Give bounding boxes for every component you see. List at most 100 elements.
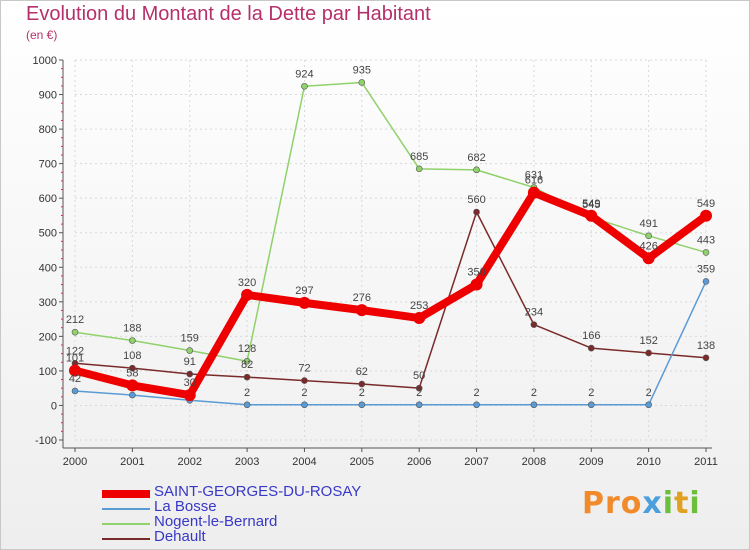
data-point bbox=[645, 401, 652, 409]
data-point bbox=[71, 328, 79, 336]
x-tick-label: 2010 bbox=[636, 456, 660, 468]
data-label: 549 bbox=[582, 198, 600, 210]
data-point bbox=[415, 401, 423, 409]
data-label: 2 bbox=[416, 387, 422, 399]
data-point bbox=[645, 349, 652, 357]
data-label: 350 bbox=[467, 267, 485, 279]
logo-letter: r bbox=[605, 486, 621, 521]
data-label: 2 bbox=[244, 387, 250, 399]
data-label: 188 bbox=[123, 323, 141, 335]
data-point bbox=[126, 379, 139, 392]
y-tick-label: 300 bbox=[39, 297, 57, 309]
legend: SAINT-GEORGES-DU-ROSAY La Bosse Nogent-l… bbox=[102, 484, 422, 544]
data-point bbox=[129, 337, 136, 344]
data-label: 50 bbox=[413, 370, 425, 382]
logo-letter: P bbox=[582, 486, 605, 521]
series-line bbox=[74, 211, 707, 389]
data-point bbox=[186, 370, 194, 378]
data-point bbox=[645, 232, 652, 240]
x-tick-label: 2003 bbox=[235, 456, 259, 468]
data-label: 631 bbox=[525, 169, 543, 181]
legend-label: SAINT-GEORGES-DU-ROSAY bbox=[154, 483, 362, 500]
legend-label: La Bosse bbox=[154, 498, 217, 515]
data-label: 2 bbox=[531, 387, 537, 399]
data-point bbox=[642, 252, 655, 265]
data-label: 62 bbox=[356, 366, 368, 378]
data-point bbox=[301, 82, 308, 90]
data-label: 212 bbox=[66, 314, 84, 326]
data-point bbox=[241, 288, 254, 301]
data-label: 42 bbox=[69, 373, 81, 385]
x-tick-label: 2007 bbox=[464, 456, 488, 468]
logo-letter: i bbox=[662, 486, 675, 521]
x-tick-label: 2001 bbox=[120, 456, 144, 468]
data-label: 616 bbox=[525, 175, 543, 187]
data-label: 682 bbox=[467, 152, 485, 164]
x-tick-label: 2006 bbox=[407, 456, 431, 468]
data-point bbox=[415, 165, 423, 173]
data-point bbox=[702, 354, 710, 362]
data-label: 2 bbox=[473, 387, 479, 399]
data-label: 2 bbox=[359, 387, 365, 399]
data-point bbox=[530, 401, 538, 409]
logo-letter: i bbox=[689, 486, 701, 521]
series-line bbox=[71, 188, 710, 400]
data-label: 491 bbox=[639, 218, 657, 230]
data-label: 426 bbox=[639, 240, 657, 252]
data-label: 549 bbox=[697, 198, 715, 210]
chart-title: Evolution du Montant de la Dette par Hab… bbox=[26, 3, 431, 25]
data-label: 128 bbox=[238, 343, 256, 355]
x-tick-label: 2002 bbox=[177, 456, 201, 468]
data-point bbox=[301, 401, 308, 409]
proxiti-logo: Proxiti bbox=[582, 486, 701, 521]
x-tick-label: 2011 bbox=[694, 456, 718, 468]
data-point bbox=[358, 401, 366, 409]
data-label: 297 bbox=[295, 285, 313, 297]
y-tick-label: -100 bbox=[35, 435, 57, 447]
y-tick-label: 700 bbox=[39, 159, 57, 171]
legend-label: Dehault bbox=[154, 528, 206, 545]
chart-unit: (en €) bbox=[26, 28, 58, 42]
logo-letter: o bbox=[620, 486, 643, 521]
legend-item: Dehault bbox=[102, 529, 422, 544]
data-label: 122 bbox=[66, 345, 84, 357]
data-point bbox=[413, 312, 426, 325]
y-tick-label: 800 bbox=[39, 124, 57, 136]
legend-swatch-la-bosse bbox=[102, 508, 150, 510]
data-point bbox=[587, 401, 595, 409]
data-label: 234 bbox=[525, 307, 543, 319]
data-point bbox=[243, 373, 251, 381]
data-point bbox=[243, 357, 251, 365]
data-point bbox=[473, 208, 480, 216]
x-tick-label: 2009 bbox=[579, 456, 603, 468]
data-label: 82 bbox=[241, 359, 253, 371]
data-label: 2 bbox=[301, 387, 307, 399]
data-point bbox=[298, 296, 311, 309]
data-point bbox=[355, 304, 368, 317]
y-tick-label: 100 bbox=[39, 366, 57, 378]
data-point bbox=[415, 384, 423, 392]
x-tick-label: 2008 bbox=[522, 456, 546, 468]
data-label: 545 bbox=[582, 199, 600, 211]
data-label: 101 bbox=[66, 353, 84, 365]
x-tick-label: 2004 bbox=[292, 456, 316, 468]
data-point bbox=[186, 347, 194, 354]
y-tick-label: 0 bbox=[51, 400, 57, 412]
legend-swatch-saint-georges bbox=[102, 490, 150, 498]
data-point bbox=[473, 401, 480, 409]
series-line bbox=[74, 81, 707, 362]
x-tick-label: 2005 bbox=[350, 456, 374, 468]
data-label: 935 bbox=[353, 64, 371, 76]
data-label: 159 bbox=[181, 333, 199, 345]
data-point bbox=[129, 391, 136, 399]
data-label: 276 bbox=[353, 292, 371, 304]
data-label: 685 bbox=[410, 151, 428, 163]
logo-letter: x bbox=[642, 486, 663, 521]
data-label: 359 bbox=[697, 263, 715, 275]
data-label: 108 bbox=[123, 350, 141, 362]
series-line bbox=[74, 280, 707, 406]
data-label: 30 bbox=[184, 377, 196, 389]
legend-item: SAINT-GEORGES-DU-ROSAY bbox=[102, 484, 422, 499]
data-point bbox=[71, 387, 79, 395]
